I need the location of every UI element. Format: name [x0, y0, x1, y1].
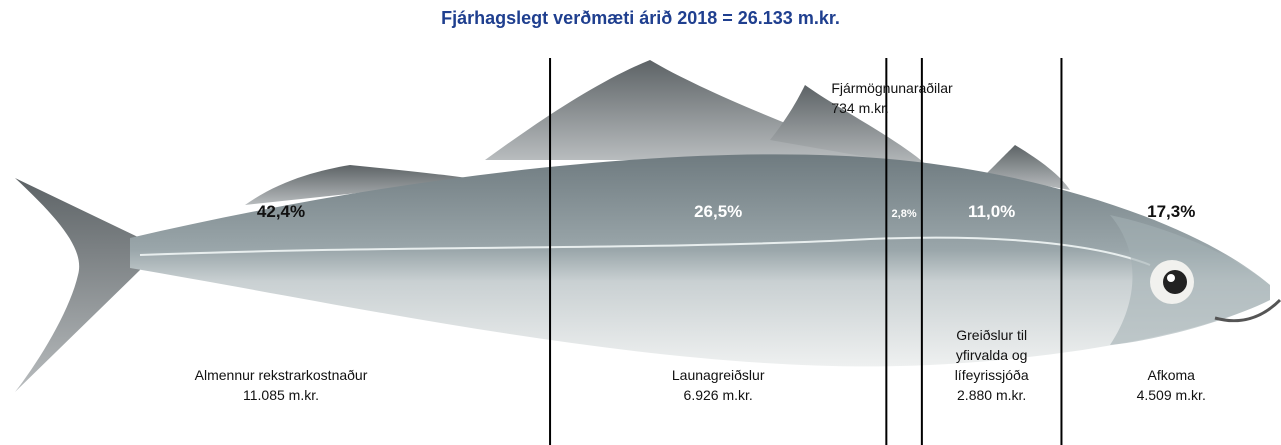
body — [130, 154, 1270, 367]
category-label: Greiðslur til yfirvalda og lífeyrissjóða — [954, 327, 1029, 383]
category-label: Almennur rekstrarkostnaður — [194, 367, 368, 383]
upper-fin — [245, 165, 480, 205]
category-label: Afkoma — [1147, 367, 1195, 383]
value-label: 26,5% — [694, 202, 743, 221]
amount-label: 6.926 m.kr. — [683, 387, 753, 403]
segment — [886, 55, 922, 445]
lateral-line — [139, 236, 1151, 266]
value-label: 42,4% — [256, 202, 306, 221]
amount-label: 4.509 m.kr. — [1136, 387, 1206, 403]
value-label: 11,0% — [968, 202, 1016, 221]
amount-label: 2.880 m.kr. — [957, 387, 1027, 403]
category-label: Launagreiðslur — [671, 367, 765, 383]
mouth — [1214, 298, 1281, 323]
amount-label: 734 m.kr. — [831, 100, 889, 116]
dorsal-fin — [770, 85, 930, 168]
chart-title: Fjárhagslegt verðmæti árið 2018 = 26.133… — [441, 8, 840, 28]
category-label: Fjármögnunaraðilar — [831, 80, 953, 96]
eye-glint — [1167, 274, 1175, 282]
amount-label: 11.085 m.kr. — [243, 387, 320, 403]
value-label: 17,3% — [1147, 202, 1196, 221]
value-label: 2,8% — [891, 208, 917, 220]
tail — [15, 178, 140, 392]
